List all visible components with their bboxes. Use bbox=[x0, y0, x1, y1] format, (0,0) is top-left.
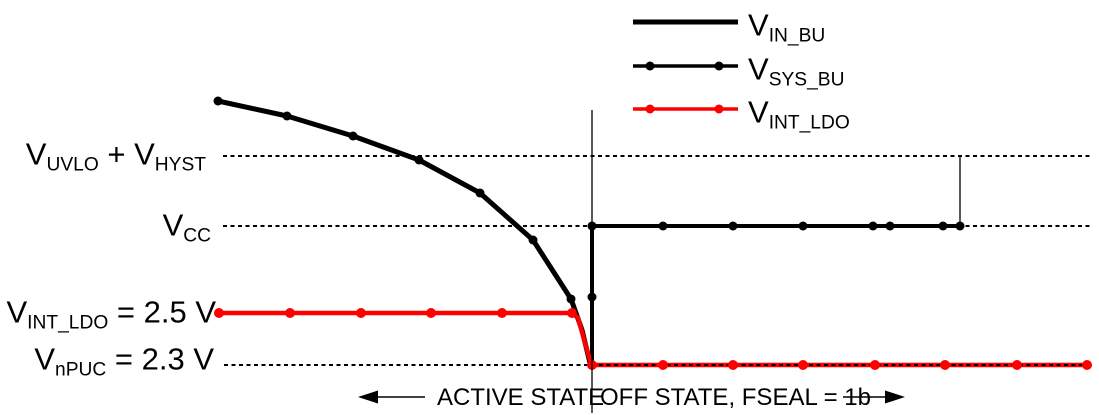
legend-sample-dot-1 bbox=[645, 61, 655, 71]
legend-sample-dot-2 bbox=[645, 104, 655, 114]
marker-dot-v_sys_bu bbox=[213, 96, 223, 106]
marker-dot-v_int_ldo bbox=[798, 360, 808, 370]
series-line-v_sys_bu bbox=[590, 224, 960, 365]
level-label-vuvlo-vhyst: VUVLO + VHYST bbox=[25, 136, 206, 176]
legend-sample-dot-2 bbox=[714, 104, 724, 114]
marker-dot-v_int_ldo bbox=[567, 308, 577, 318]
marker-dot-v_sys_bu bbox=[282, 111, 292, 121]
marker-dot-v_int_ldo bbox=[214, 308, 224, 318]
level-label-vint-ldo: VINT_LDO = 2.5 V bbox=[6, 294, 216, 334]
level-label-vcc: VCC bbox=[162, 207, 211, 247]
marker-dot-v_int_ldo bbox=[658, 360, 668, 370]
off-state-label: OFF STATE, FSEAL = 1b bbox=[600, 384, 871, 411]
marker-dot-v_sys_bu bbox=[414, 155, 424, 165]
marker-dot-v_int_ldo bbox=[426, 308, 436, 318]
marker-dot-v_sys_bu bbox=[566, 294, 576, 304]
marker-dot-v_sys_bu bbox=[885, 221, 895, 231]
legend-label-vint-ldo: VINT_LDO bbox=[748, 94, 850, 134]
marker-dot-v_sys_bu bbox=[728, 221, 738, 231]
active-state-label: ACTIVE STATE bbox=[437, 384, 605, 411]
level-label-vnpuc: VnPUC = 2.3 V bbox=[34, 341, 214, 381]
marker-dot-v_sys_bu bbox=[528, 235, 538, 245]
marker-dot-v_int_ldo bbox=[870, 360, 880, 370]
marker-dot-v_sys_bu bbox=[348, 131, 358, 141]
marker-dot-v_int_ldo bbox=[728, 360, 738, 370]
marker-dot-v_sys_bu bbox=[475, 188, 485, 198]
left-arrow-head bbox=[358, 390, 378, 404]
series-line-v_int_ldo bbox=[219, 310, 1088, 368]
series-line-v_in_bu bbox=[217, 98, 593, 364]
marker-dot-v_int_ldo bbox=[1012, 360, 1022, 370]
marker-dot-v_int_ldo bbox=[940, 360, 950, 370]
marker-dot-v_sys_bu bbox=[658, 221, 668, 231]
legend-sample-dot-1 bbox=[714, 61, 724, 71]
marker-dot-v_sys_bu bbox=[798, 221, 808, 231]
marker-dot-v_int_ldo bbox=[1082, 360, 1092, 370]
marker-dot-v_int_ldo bbox=[497, 308, 507, 318]
marker-dot-v_sys_bu bbox=[938, 221, 948, 231]
marker-dot-v_int_ldo bbox=[285, 308, 295, 318]
right-arrow-head bbox=[885, 390, 905, 404]
legend-label-vsys-bu: VSYS_BU bbox=[748, 51, 845, 91]
marker-dot-v_int_ldo bbox=[356, 308, 366, 318]
legend-label-vin-bu: VIN_BU bbox=[748, 7, 826, 47]
marker-dot-v_sys_bu bbox=[868, 221, 878, 231]
